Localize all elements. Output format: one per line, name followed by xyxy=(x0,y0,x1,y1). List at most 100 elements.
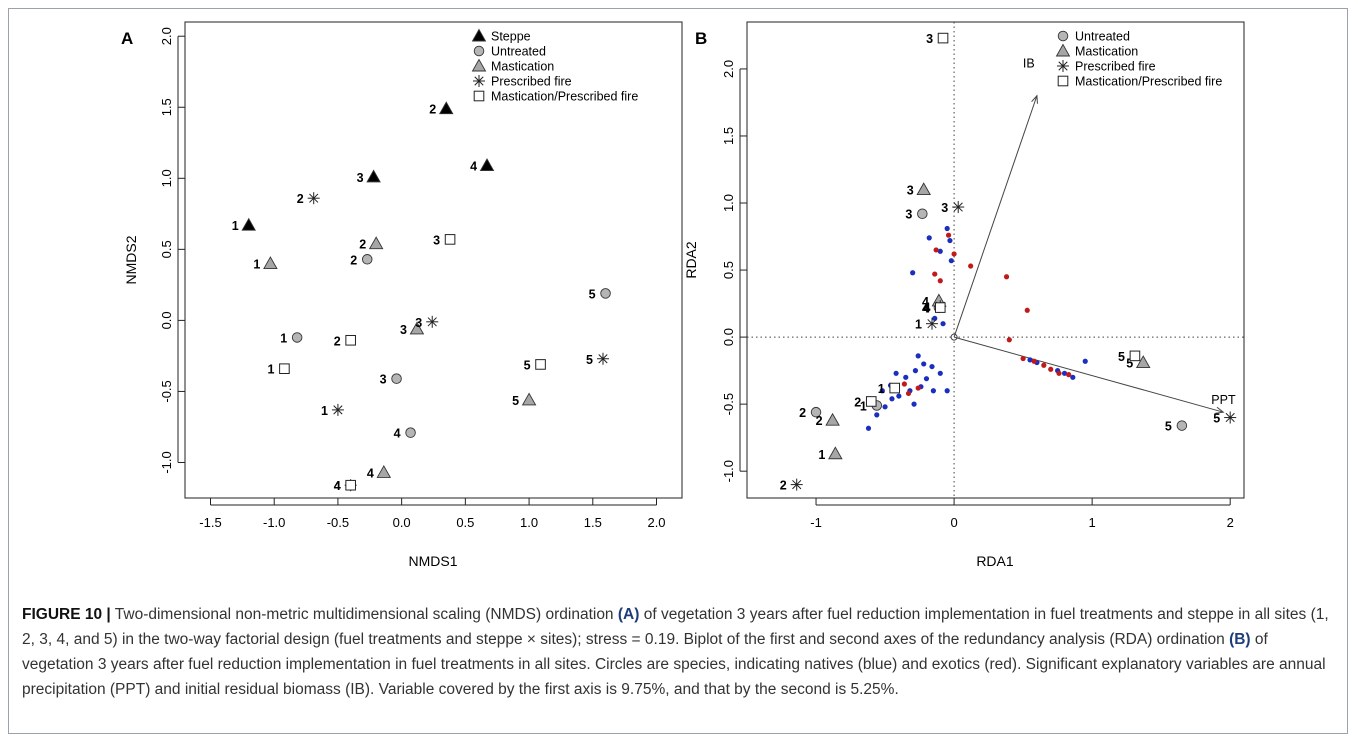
panel-b-y-tick-label-0-0: 0.0 xyxy=(721,328,736,346)
panel-b-x-axis-title: RDA1 xyxy=(976,553,1014,569)
panel-b-prescribed-fire-point-2 xyxy=(790,478,803,491)
panel-a-x-tick-label-1-0: -1.0 xyxy=(263,515,285,530)
panel-b-legend-label-mastication: Mastication xyxy=(1075,45,1138,59)
panel-a-prescribed-fire-point-3 xyxy=(426,315,439,328)
panel-a-mastication-site-label-2: 2 xyxy=(359,238,366,252)
panel-b-legend-label-prescribed-fire: Prescribed fire xyxy=(1075,60,1156,74)
panel-b-natives-point-8 xyxy=(915,353,921,359)
panel-b-vector-arrowhead-ib xyxy=(1031,94,1038,104)
panel-b-exotics-point-4 xyxy=(932,271,938,277)
panel-b-exotics-point-15 xyxy=(1048,366,1054,372)
panel-b-exotics-point-12 xyxy=(1020,355,1026,362)
figure-label: FIGURE 10 | xyxy=(22,606,111,623)
panel-b-natives-point-31 xyxy=(1061,370,1068,376)
panel-a-legend-marker-steppe xyxy=(471,28,487,42)
panel-b-prescribed-fire-point-5 xyxy=(1224,411,1237,424)
panel-a-legend-marker-untreated xyxy=(473,45,485,57)
panel-b-untreated-site-label-5: 5 xyxy=(1165,420,1172,434)
panel-a-mastication-prescribed-fire-site-label-5: 5 xyxy=(524,358,531,372)
panel-a-label: A xyxy=(121,29,133,48)
panel-b-legend-marker-mastication xyxy=(1055,43,1071,57)
panel-b-prescribed-fire-site-label-5: 5 xyxy=(1213,412,1220,426)
panel-b-mastication-site-label-3: 3 xyxy=(907,184,914,198)
panel-a-x-axis-title: NMDS1 xyxy=(408,553,457,569)
panel-b-natives-point-2 xyxy=(926,235,932,241)
panel-a-legend-marker-mastication xyxy=(471,58,487,72)
panel-a-mastication-point-2 xyxy=(368,236,384,250)
panel-b-vector-arrowhead-ppt xyxy=(1215,406,1225,414)
panel-a-mastication-point-1 xyxy=(263,256,278,270)
panel-a-steppe-site-label-2: 2 xyxy=(429,103,436,117)
panel-b-exotics-point-8 xyxy=(901,381,907,387)
panel-a-x-tick-label-0-5: 0.5 xyxy=(456,515,474,530)
panel-a-mastication-prescribed-fire-site-label-1: 1 xyxy=(267,363,274,377)
panel-b-natives-point-20 xyxy=(889,396,895,402)
panel-a-mastication-prescribed-fire-point-1 xyxy=(279,363,290,374)
panel-a-prescribed-fire-point-5 xyxy=(596,352,609,365)
panel-a-prescribed-fire-point-1 xyxy=(331,403,344,416)
panel-b-natives-point-25 xyxy=(865,425,872,431)
panel-a-mastication-prescribed-fire-point-2 xyxy=(345,334,356,346)
panel-b-exotics-point-3 xyxy=(968,263,974,269)
panel-b-legend-marker-prescribed-fire xyxy=(1057,60,1069,72)
panel-a-y-tick-label-0-5: -0.5 xyxy=(159,380,174,402)
panel-b-exotics-point-7 xyxy=(1024,307,1030,313)
panel-a-x-tick-label-2-0: 2.0 xyxy=(647,515,665,530)
panel-b-exotics-point-13 xyxy=(1031,358,1037,364)
figure-frame xyxy=(8,8,1348,734)
panel-b-untreated-site-label-2: 2 xyxy=(799,406,806,420)
panel-b-mastication-prescribed-fire-site-label-2: 2 xyxy=(854,395,861,409)
panel-a-legend-label-untreated: Untreated xyxy=(491,45,546,59)
panel-b-natives-point-6 xyxy=(932,315,938,321)
caption-ref-b: (B) xyxy=(1229,631,1251,648)
panel-a-legend-label-steppe: Steppe xyxy=(491,30,531,44)
panel-a-x-tick-label-1-5: -1.5 xyxy=(199,515,221,530)
panel-b-y-axis-title: RDA2 xyxy=(683,241,699,279)
panel-b-untreated-site-label-3: 3 xyxy=(905,208,912,222)
panel-b-natives-point-4 xyxy=(948,258,954,264)
panel-b-y-tick-label-0-5: -0.5 xyxy=(721,393,736,415)
panel-b-mastication-site-label-4: 4 xyxy=(922,295,929,309)
panel-b-plot-box xyxy=(746,21,1245,499)
panel-a-steppe-site-label-4: 4 xyxy=(470,160,477,174)
panel-b-mastication-site-label-1: 1 xyxy=(818,448,825,462)
figure-caption: FIGURE 10 | Two-dimensional non-metric m… xyxy=(22,602,1332,702)
panel-a-untreated-point-5 xyxy=(600,288,611,299)
panel-b-vector-ib xyxy=(953,95,1038,338)
panel-a-mastication-prescribed-fire-site-label-2: 2 xyxy=(334,334,341,348)
panel-a-prescribed-fire-site-label-2: 2 xyxy=(297,192,304,206)
panel-a-plot-box xyxy=(184,21,683,499)
panel-b-exotics-point-2 xyxy=(951,251,957,257)
panel-a-mastication-prescribed-fire-site-label-4: 4 xyxy=(334,479,341,493)
panel-a-prescribed-fire-site-label-3: 3 xyxy=(415,316,422,330)
panel-a-y-axis-title: NMDS2 xyxy=(123,235,139,284)
panel-a-y-tick-label-2-0: 2.0 xyxy=(159,27,174,45)
panel-b-mastication-point-2 xyxy=(825,412,840,426)
panel-a-untreated-point-2 xyxy=(361,254,373,265)
panel-a-legend-marker-prescribed-fire xyxy=(473,75,485,87)
panel-b-prescribed-fire-point-3 xyxy=(952,201,965,214)
panel-b-mastication-point-1 xyxy=(828,446,843,460)
panel-b-mastication-site-label-2: 2 xyxy=(816,414,823,428)
panel-a-x-tick-label-1-0: 1.0 xyxy=(520,515,538,530)
panel-b-exotics-point-10 xyxy=(915,385,921,391)
panel-a-untreated-site-label-2: 2 xyxy=(350,253,357,267)
panel-a-y-tick-label-1-0: 1.0 xyxy=(159,169,174,187)
panel-b-natives-point-28 xyxy=(1027,357,1033,363)
panel-a-prescribed-fire-site-label-4: 4 xyxy=(334,479,341,493)
panel-b-untreated-point-2 xyxy=(810,406,822,418)
panel-a-x-tick-label-0-5: -0.5 xyxy=(327,515,349,530)
panel-b-natives-point-1 xyxy=(947,237,953,244)
panel-b-x-tick-label-1: 1 xyxy=(1089,515,1096,530)
panel-b-y-tick-label-0-5: 0.5 xyxy=(721,261,736,279)
panel-b-exotics-point-17 xyxy=(1066,372,1072,378)
caption-text-2: of vegetation 3 years after fuel reducti… xyxy=(22,606,1329,648)
panel-b-natives-point-9 xyxy=(893,370,899,376)
panel-b-legend-marker-mastication-prescribed-fire xyxy=(1057,75,1069,87)
panel-b-y-tick-label-1-0: -1.0 xyxy=(721,460,736,482)
panel-b-x-tick-label-0: 0 xyxy=(950,515,957,530)
panel-b-x-tick-label-1: -1 xyxy=(810,515,822,530)
panel-b-exotics-point-5 xyxy=(937,278,943,284)
